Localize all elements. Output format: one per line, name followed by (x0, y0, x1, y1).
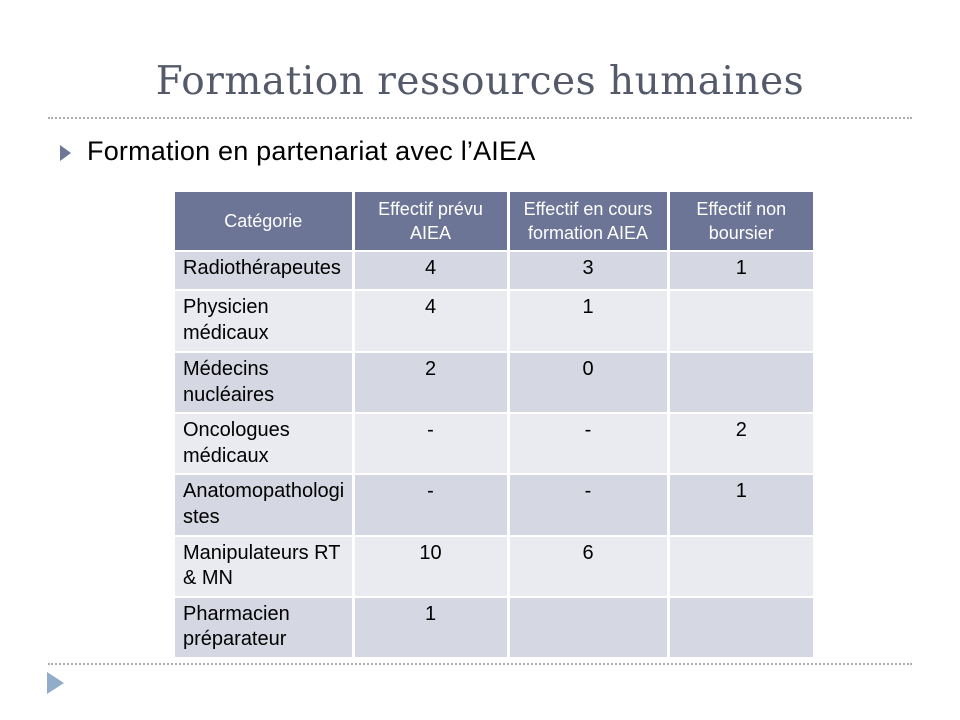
cell-value: 1 (666, 250, 813, 291)
title-block: Formation ressources humaines (48, 59, 912, 105)
bullet-triangle-icon (60, 144, 71, 161)
cell-value: 6 (506, 534, 670, 598)
table-row: Physicien médicaux 4 1 (175, 289, 813, 353)
cell-value: - (506, 412, 670, 476)
cell-value: 10 (351, 534, 510, 598)
cell-value (666, 534, 813, 598)
cell-category: Radiothérapeutes (175, 250, 355, 291)
cell-value: 1 (666, 473, 813, 537)
cell-value (666, 289, 813, 353)
table-row: Oncologues médicaux - - 2 (175, 412, 813, 476)
cell-category: Manipulateurs RT & MN (175, 534, 355, 598)
cell-value (506, 595, 670, 657)
cell-value: - (506, 473, 670, 537)
column-header-effectif-prevu: Effectif prévu AIEA (351, 192, 510, 252)
page-title: Formation ressources humaines (155, 59, 805, 104)
footer-divider (48, 663, 912, 665)
cell-category: Oncologues médicaux (175, 412, 355, 476)
bullet-item: Formation en partenariat avec l’AIEA (60, 136, 535, 167)
cell-category: Pharmacien préparateur (175, 595, 355, 657)
cell-value: - (351, 473, 510, 537)
cell-category: Physicien médicaux (175, 289, 355, 353)
cell-value: 2 (666, 412, 813, 476)
column-header-effectif-en-cours: Effectif en cours formation AIEA (506, 192, 670, 252)
table-row: Manipulateurs RT & MN 10 6 (175, 534, 813, 598)
cell-value: 1 (506, 289, 670, 353)
cell-category: Anatomopathologistes (175, 473, 355, 537)
cell-value (666, 350, 813, 415)
cell-category: Médecins nucléaires (175, 350, 355, 415)
bullet-text: Formation en partenariat avec l’AIEA (87, 136, 536, 166)
training-table: Catégorie Effectif prévu AIEA Effectif e… (175, 192, 813, 657)
title-divider (48, 117, 912, 119)
cell-value: 4 (351, 250, 510, 291)
cell-value (666, 595, 813, 657)
cell-value: 3 (506, 250, 670, 291)
column-header-effectif-non-boursier: Effectif non boursier (666, 192, 813, 252)
cell-value: 0 (506, 350, 670, 415)
cell-value: - (351, 412, 510, 476)
table-header-row: Catégorie Effectif prévu AIEA Effectif e… (175, 192, 813, 252)
cell-value: 4 (351, 289, 510, 353)
table-row: Anatomopathologistes - - 1 (175, 473, 813, 537)
cell-value: 1 (351, 595, 510, 657)
cell-value: 2 (351, 350, 510, 415)
table-row: Pharmacien préparateur 1 (175, 595, 813, 657)
table-row: Médecins nucléaires 2 0 (175, 350, 813, 415)
column-header-categorie: Catégorie (175, 192, 355, 252)
corner-arrow-icon (47, 672, 64, 694)
table-row: Radiothérapeutes 4 3 1 (175, 250, 813, 291)
